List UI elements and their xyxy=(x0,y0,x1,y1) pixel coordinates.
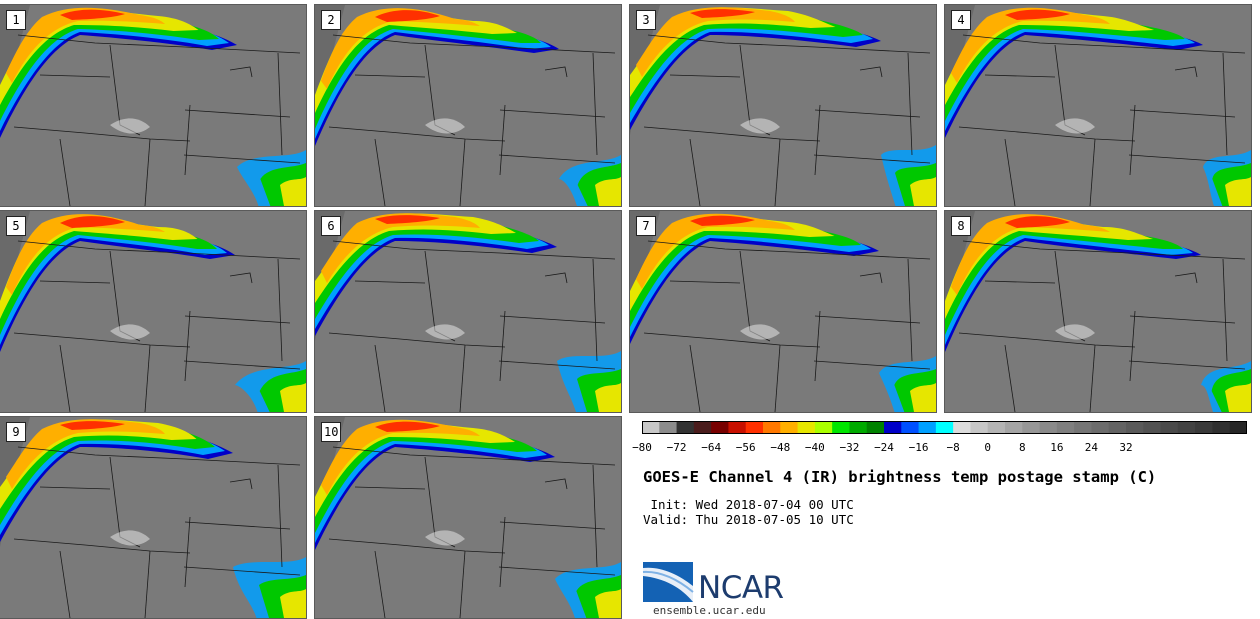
colorbar-swatch xyxy=(1195,421,1213,434)
colorbar-tick-label: −56 xyxy=(735,441,756,454)
satellite-map-image xyxy=(315,417,621,618)
satellite-map-image xyxy=(945,5,1251,206)
postage-stamp-panel: 8 xyxy=(944,210,1252,413)
postage-stamp-panel: 5 xyxy=(0,210,307,413)
colorbar-swatch xyxy=(780,421,799,434)
colorbar-swatch xyxy=(1091,421,1110,434)
colorbar-swatch xyxy=(1005,421,1023,434)
valid-time: Valid: Thu 2018-07-05 10 UTC xyxy=(643,512,854,527)
colorbar-swatch xyxy=(884,421,902,434)
colorbar-swatch xyxy=(797,421,816,434)
panel-number: 3 xyxy=(636,10,656,30)
colorbar-swatch xyxy=(814,421,833,434)
colorbar-tick-label: −16 xyxy=(908,441,929,454)
panel-number: 6 xyxy=(321,216,341,236)
colorbar-swatch xyxy=(1177,421,1196,434)
colorbar-swatch xyxy=(1108,421,1127,434)
satellite-map-image xyxy=(315,211,621,412)
colorbar-swatch xyxy=(745,421,764,434)
colorbar-swatch xyxy=(970,421,989,434)
satellite-map-image xyxy=(0,211,306,412)
panel-number: 9 xyxy=(6,422,26,442)
panel-number: 7 xyxy=(636,216,656,236)
colorbar-swatch xyxy=(676,421,695,434)
colorbar-swatch xyxy=(832,421,850,434)
colorbar-tick-label: 8 xyxy=(1018,441,1026,454)
panel-number: 5 xyxy=(6,216,26,236)
colorbar-tick-label: −40 xyxy=(804,441,825,454)
colorbar-tick-label: −80 xyxy=(632,441,652,454)
colorbar-swatch xyxy=(1126,421,1144,434)
colorbar-swatch xyxy=(953,421,971,434)
colorbar-swatch xyxy=(1160,421,1179,434)
postage-stamp-panel: 3 xyxy=(629,4,937,207)
colorbar-swatch xyxy=(1056,421,1075,434)
colorbar-swatch xyxy=(1212,421,1231,434)
colorbar-tick-label: −32 xyxy=(839,441,860,454)
colorbar-swatch xyxy=(711,421,729,434)
colorbar-swatch xyxy=(659,421,678,434)
satellite-map-image xyxy=(315,5,621,206)
colorbar-swatch xyxy=(763,421,781,434)
postage-stamp-panel: 4 xyxy=(944,4,1252,207)
colorbar-swatch xyxy=(987,421,1006,434)
postage-stamp-panel: 1 xyxy=(0,4,307,207)
panel-number: 8 xyxy=(951,216,971,236)
panel-number: 4 xyxy=(951,10,971,30)
postage-stamp-panel: 2 xyxy=(314,4,622,207)
colorbar-swatch xyxy=(935,421,954,434)
postage-stamp-panel: 10 xyxy=(314,416,622,619)
chart-title: GOES-E Channel 4 (IR) brightness temp po… xyxy=(643,468,1157,486)
colorbar-swatch xyxy=(642,421,660,434)
colorbar-swatch xyxy=(1022,421,1041,434)
panel-number: 10 xyxy=(321,422,342,442)
ncar-logo-icon xyxy=(642,562,694,602)
satellite-map-image xyxy=(0,417,306,618)
postage-stamp-panel: 6 xyxy=(314,210,622,413)
satellite-map-image xyxy=(0,5,306,206)
colorbar-swatch xyxy=(918,421,937,434)
colorbar-tick-label: 24 xyxy=(1084,441,1099,454)
satellite-map-image xyxy=(630,5,936,206)
colorbar-swatch xyxy=(849,421,868,434)
satellite-map-image xyxy=(630,211,936,412)
colorbar-swatch xyxy=(1074,421,1092,434)
colorbar-tick-label: −24 xyxy=(874,441,894,454)
colorbar-swatch xyxy=(1229,421,1247,434)
colorbar xyxy=(642,421,1247,434)
colorbar-swatch xyxy=(1039,421,1058,434)
postage-stamp-panel: 9 xyxy=(0,416,307,619)
logo-url[interactable]: ensemble.ucar.edu xyxy=(653,604,766,617)
colorbar-swatch xyxy=(1143,421,1162,434)
colorbar-outline xyxy=(642,421,1247,434)
init-time: Init: Wed 2018-07-04 00 UTC xyxy=(643,497,854,512)
colorbar-tick-label: 0 xyxy=(984,441,992,454)
colorbar-swatch xyxy=(728,421,747,434)
colorbar-swatch xyxy=(693,421,712,434)
colorbar-swatch xyxy=(866,421,885,434)
colorbar-tick-label: −8 xyxy=(946,441,960,454)
colorbar-tick-label: −64 xyxy=(701,441,722,454)
panel-number: 1 xyxy=(6,10,26,30)
colorbar-tick-label: −72 xyxy=(666,441,687,454)
colorbar-tick-label: 32 xyxy=(1119,441,1133,454)
panel-number: 2 xyxy=(321,10,341,30)
satellite-map-image xyxy=(945,211,1251,412)
colorbar-swatch xyxy=(901,421,920,434)
logo-name: NCAR xyxy=(698,570,784,606)
postage-stamp-panel: 7 xyxy=(629,210,937,413)
colorbar-tick-label: −48 xyxy=(770,441,791,454)
colorbar-tick-label: 16 xyxy=(1050,441,1064,454)
